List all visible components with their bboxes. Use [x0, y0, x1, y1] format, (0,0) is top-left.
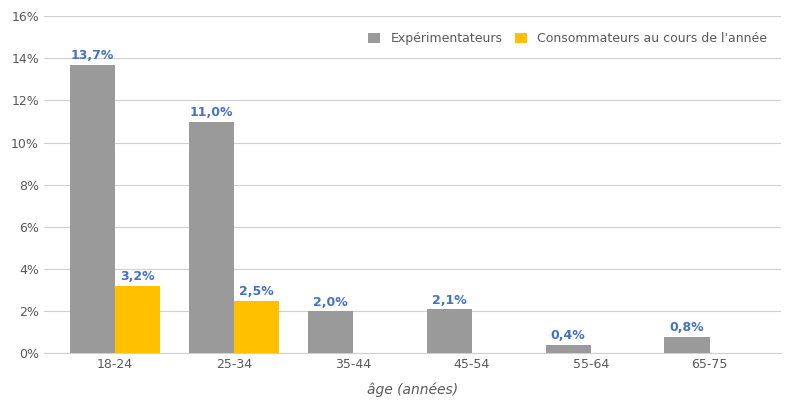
Legend: Expérimentateurs, Consommateurs au cours de l'année: Expérimentateurs, Consommateurs au cours… [367, 33, 767, 45]
Text: 2,0%: 2,0% [313, 296, 348, 309]
Text: 2,5%: 2,5% [239, 285, 274, 298]
Bar [234, 301, 280, 353]
Bar [188, 122, 234, 353]
Bar [115, 286, 160, 353]
Bar [546, 345, 591, 353]
Bar [427, 309, 472, 353]
Text: 0,8%: 0,8% [670, 321, 704, 334]
Text: 13,7%: 13,7% [71, 49, 114, 62]
Bar [70, 64, 115, 353]
Text: 0,4%: 0,4% [550, 329, 585, 342]
Text: 11,0%: 11,0% [190, 106, 233, 119]
Text: 2,1%: 2,1% [432, 294, 466, 307]
X-axis label: âge (années): âge (années) [367, 382, 458, 397]
Bar [308, 311, 353, 353]
Bar [664, 337, 710, 353]
Text: 3,2%: 3,2% [120, 271, 155, 284]
